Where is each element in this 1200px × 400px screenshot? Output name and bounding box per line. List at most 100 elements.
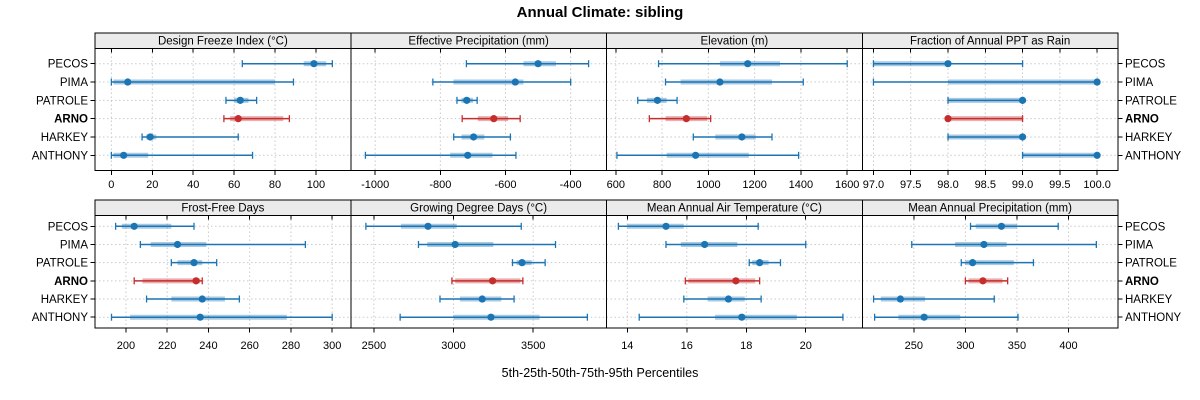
median-dot <box>701 240 709 249</box>
station-label-left: PECOS <box>48 59 89 71</box>
station-label-right: ARNO <box>1125 276 1159 288</box>
station-label-right: ANTHONY <box>1125 312 1182 324</box>
panel-border <box>350 215 607 329</box>
panel-header-label: Mean Annual Precipitation (mm) <box>908 203 1072 215</box>
panel-header-label: Growing Degree Days (°C) <box>410 203 547 215</box>
x-tick-label: 1200 <box>742 179 766 191</box>
station-label-right: PATROLE <box>1125 95 1177 107</box>
station-label-left: HARKEY <box>41 132 89 144</box>
x-tick-label: 3500 <box>521 340 545 352</box>
x-tick-label: 250 <box>905 340 923 352</box>
median-dot <box>896 295 905 303</box>
panel-effective-precipitation: Effective Precipitation (mm) -1000 -800 -60… <box>350 32 607 191</box>
x-tick-label: -1000 <box>361 179 389 191</box>
x-tick-label: 40 <box>187 179 199 191</box>
station-label-left: ANTHONY <box>32 150 89 162</box>
median-dot <box>488 277 497 285</box>
station-label-right: PECOS <box>1125 59 1166 71</box>
median-dot <box>146 133 154 141</box>
x-tick-label: 1000 <box>696 179 720 191</box>
median-dot <box>190 259 198 267</box>
x-tick-label: 20 <box>146 179 158 191</box>
station-label-right: ANTHONY <box>1125 150 1182 162</box>
median-dot <box>968 259 977 267</box>
station-label-left: ANTHONY <box>32 312 89 324</box>
median-dot <box>463 96 471 104</box>
median-dot <box>124 78 132 86</box>
median-dot <box>469 133 478 141</box>
x-tick-label: 1400 <box>789 179 813 191</box>
median-dot <box>234 115 242 123</box>
median-dot <box>724 295 733 303</box>
station-label-right: HARKEY <box>1125 294 1173 306</box>
median-dot <box>236 96 244 104</box>
median-dot <box>738 313 746 321</box>
median-dot <box>478 295 486 303</box>
panel-elevation: Elevation (m) 600 800 1000 1200 1400 1600 <box>606 32 863 191</box>
x-tick-label: 280 <box>282 340 300 352</box>
panel-header-label: Design Freeze Index (°C) <box>158 36 288 48</box>
x-tick-label: 99.5 <box>1049 179 1070 191</box>
median-dot <box>424 222 432 230</box>
station-label-left: PECOS <box>48 221 89 233</box>
x-tick-label: 60 <box>228 179 240 191</box>
panel-header-label: Frost-Free Days <box>181 203 264 215</box>
x-tick-label: 240 <box>199 340 217 352</box>
x-tick-label: 98.0 <box>937 179 958 191</box>
x-tick-label: 600 <box>607 179 625 191</box>
x-tick-label: -600 <box>494 179 516 191</box>
median-dot <box>198 295 206 303</box>
median-dot <box>732 277 740 285</box>
panel-header-label: Elevation (m) <box>701 36 769 48</box>
median-dot <box>173 240 182 249</box>
station-label-left: PIMA <box>60 77 88 89</box>
median-dot <box>518 259 526 267</box>
x-tick-label: 18 <box>740 340 752 352</box>
panel-design-freeze-index: Design Freeze Index (°C) 0 20 40 60 80 100 PECO… <box>32 32 352 191</box>
station-label-left: PIMA <box>60 239 88 251</box>
panel-header-label: Effective Precipitation (mm) <box>408 36 549 48</box>
median-dot <box>310 60 318 68</box>
station-label-right: PIMA <box>1125 239 1153 251</box>
panel-frost-free-days: Frost-Free Days 200 220 240 260 280 300 PECOS PI… <box>32 199 352 352</box>
station-label-left: ARNO <box>54 114 88 126</box>
median-dot <box>534 60 542 68</box>
station-label-left: HARKEY <box>41 294 89 306</box>
x-tick-label: 300 <box>956 340 974 352</box>
panel-border <box>606 48 863 171</box>
panel-border <box>861 48 1119 171</box>
station-label-left: PATROLE <box>36 258 88 270</box>
x-tick-label: 16 <box>681 340 693 352</box>
median-dot <box>738 133 746 141</box>
x-tick-label: 400 <box>1059 340 1077 352</box>
station-label-right: HARKEY <box>1125 132 1173 144</box>
x-tick-label: 100 <box>307 179 325 191</box>
panel-fraction-ppt-rain: Fraction of Annual PPT as Rain 97.0 97.5 98… <box>861 32 1182 191</box>
panel-border <box>861 215 1119 329</box>
x-tick-label: -400 <box>560 179 582 191</box>
x-tick-label: 100.0 <box>1083 179 1111 191</box>
panel-mean-annual-precipitation: Mean Annual Precipitation (mm) 250 300 350 4… <box>861 199 1182 352</box>
median-dot <box>1093 78 1101 86</box>
median-dot <box>1093 151 1101 159</box>
median-dot <box>920 313 928 321</box>
median-dot <box>944 115 952 123</box>
median-dot <box>979 277 987 285</box>
panel-border <box>606 215 863 329</box>
x-tick-label: 0 <box>108 179 114 191</box>
panel-header-label: Fraction of Annual PPT as Rain <box>910 36 1070 48</box>
median-dot <box>490 115 498 123</box>
chart-title: Annual Climate: sibling <box>516 4 684 21</box>
median-dot <box>692 151 700 159</box>
x-tick-label: 1600 <box>835 179 859 191</box>
station-label-right: PIMA <box>1125 77 1153 89</box>
panel-mean-annual-air-temperature: Mean Annual Air Temperature (°C) 14 16 18 20 <box>606 199 863 352</box>
median-dot <box>192 277 200 285</box>
median-dot <box>756 259 764 267</box>
median-dot <box>130 222 138 230</box>
median-dot <box>716 78 724 86</box>
median-dot <box>944 60 952 68</box>
median-dot <box>120 151 128 159</box>
